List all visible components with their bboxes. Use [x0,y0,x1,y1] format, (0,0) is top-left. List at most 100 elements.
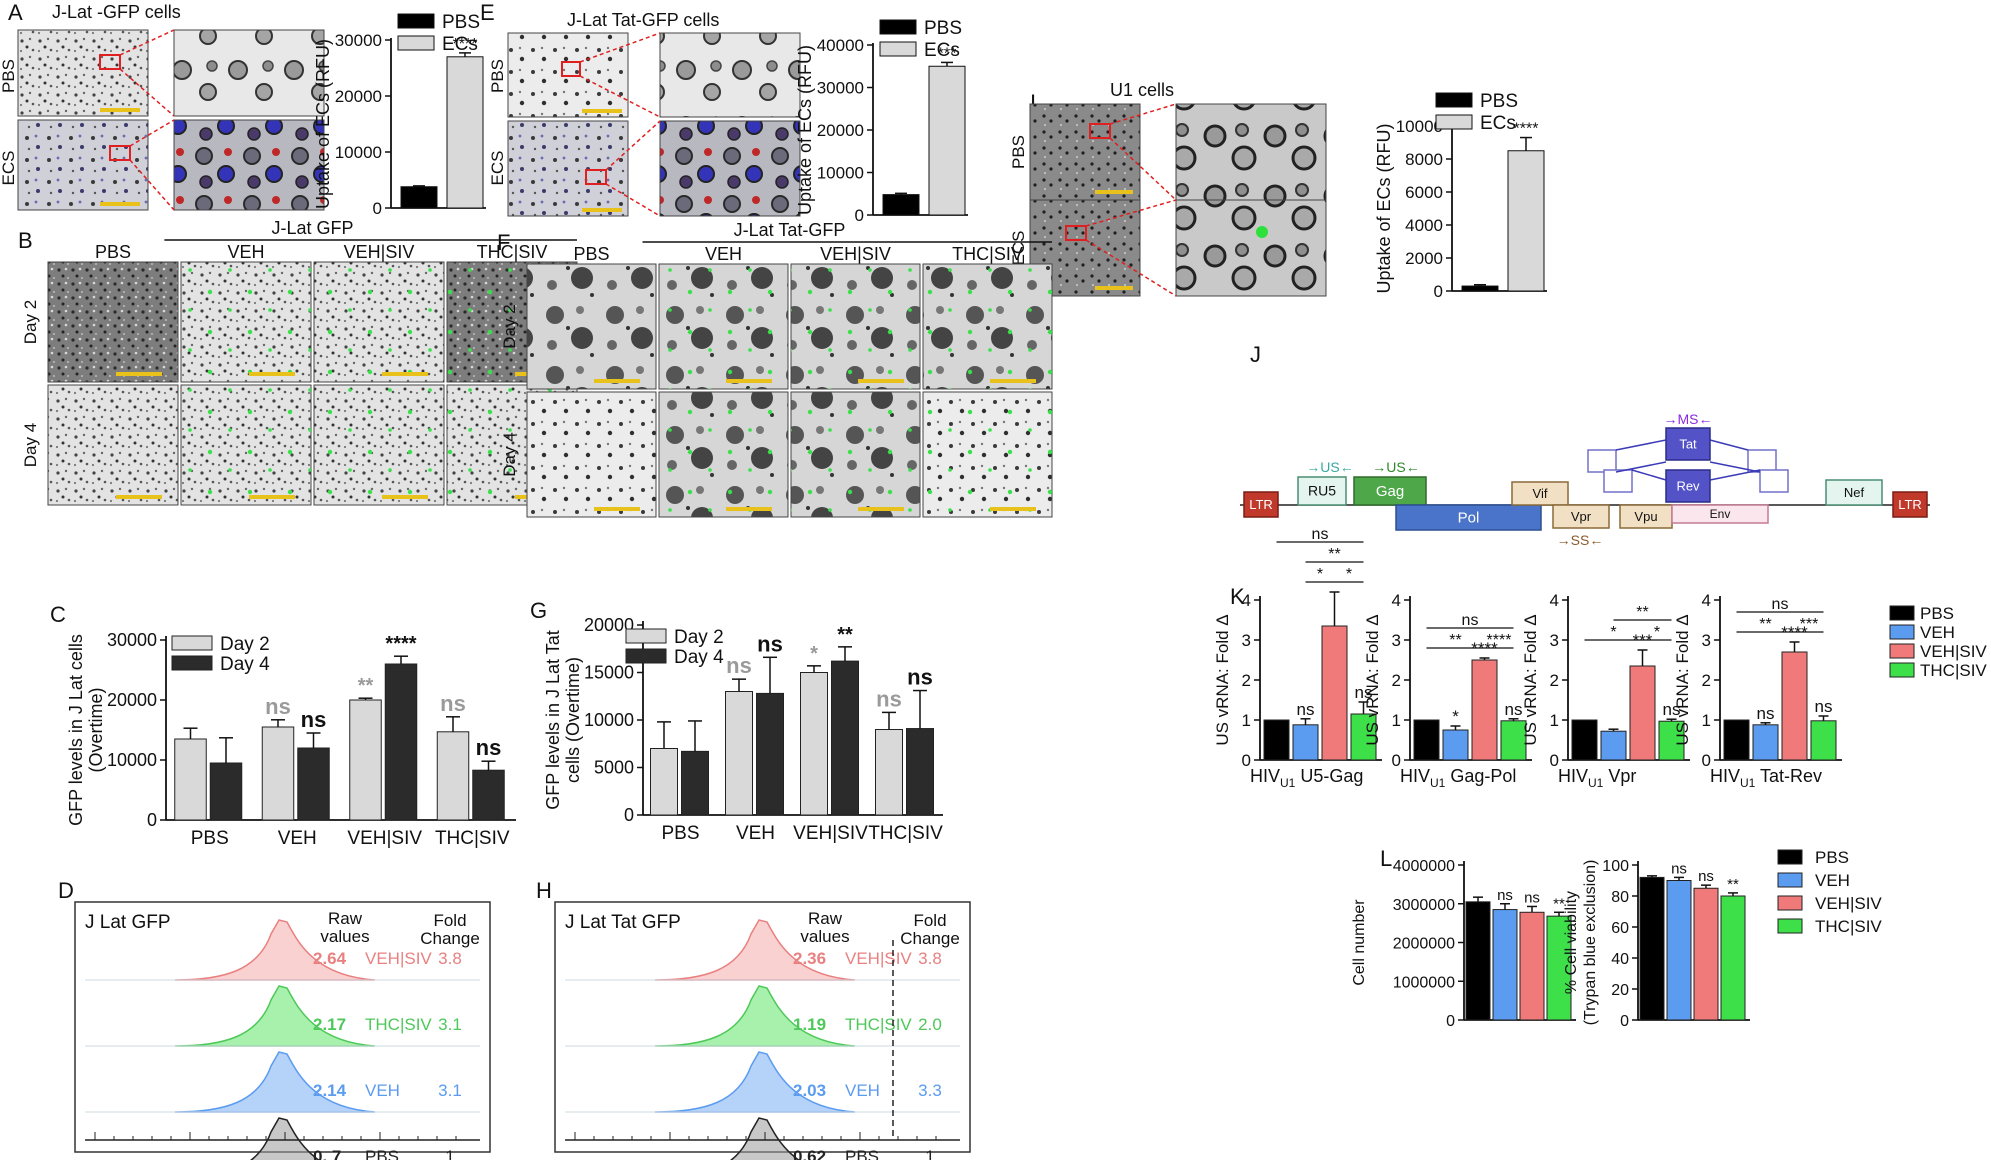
chartD-fold-value: 3.1 [438,1015,462,1034]
panelI-title: U1 cells [1110,80,1174,100]
chartK2-tick-label: 3 [1550,631,1559,650]
chartK2-bracket-label: * [1654,624,1660,641]
panelF-col-label: THC|SIV [952,244,1023,264]
panelK-legend-label: THC|SIV [1920,661,1987,680]
chartC-tick-label: 0 [147,810,157,830]
chartK3-bar [1723,719,1750,761]
panelE-roi-pbs [561,61,581,77]
chartG-legend-swatch [625,628,667,644]
us-primer-label-2: →US← [1372,459,1419,475]
chartE-bar [882,194,920,216]
vpu-box-label: Vpu [1634,509,1657,524]
chartE-legend-swatch [879,19,917,35]
chartK1-xlabel-tail: Gag-Pol [1445,766,1516,786]
tat-box-label: Tat [1679,436,1697,451]
chartA-sig: **** [453,36,478,53]
chartG-sig: ** [837,624,853,646]
chartE-tick-label: 20000 [817,121,864,140]
chartK0-bracket-label: ns [1312,526,1329,543]
chartG-ylabel: cells (Overtime) [563,657,583,783]
chartK2-xlabel-tail: Vpr [1603,766,1636,786]
panelK-legend-label: PBS [1920,604,1954,623]
chartD-sample-label: VEH|SIV [365,949,432,968]
chartC-legend-swatch [171,635,213,651]
chartC-category-label: VEH [278,828,317,849]
chartK3-xlabel-tail: Tat-Rev [1755,766,1822,786]
chartE-tick-label: 40000 [817,36,864,55]
chartK0-bar [1263,719,1290,761]
panelE-title: J-Lat Tat-GFP cells [567,10,719,30]
chartK3-xlabel-main: HIV [1710,766,1740,786]
chartG-sig: ns [876,686,902,711]
chartI-legend-label: ECs [1480,113,1516,134]
chartK1-sig: * [1452,707,1459,726]
panelL-legend-swatch [1777,918,1803,934]
panelK-legend-swatch [1889,643,1915,659]
chartI-tick-label: 8000 [1405,150,1443,169]
chartH-fold-value: 2.0 [918,1015,942,1034]
panelL-legend-swatch [1777,872,1803,888]
chartK0-sig: ns [1297,700,1315,719]
panelA-ecs-zoom [173,119,325,211]
panel-letter-J: J [1250,342,1261,367]
panelF-col-label: VEH|SIV [820,244,891,264]
splice-line [1615,439,1667,451]
chartK3-bracket-label: ns [1772,596,1789,613]
chartK2-tick-label: 4 [1550,591,1559,610]
chartK3-bar [1810,720,1837,761]
chartK0-bracket-label: * [1317,566,1323,583]
panelI-zoom-line [1109,137,1177,201]
panelI-zoom-line [1085,239,1177,297]
chartH-raw-value: 2.03 [793,1081,826,1100]
chartG-bar [875,729,903,816]
chartK3-ylabel: US vRNA: Fold Δ [1673,614,1692,745]
chartD-histogram-2 [174,1051,376,1113]
panelE-roi-ecs [585,169,607,185]
chartG-tick-label: 5000 [594,758,634,778]
chartI-sig: **** [1514,121,1539,138]
splice-line [1709,469,1761,481]
panelI-row-label: PBS [1009,135,1028,169]
chartG-category-label: PBS [661,823,699,844]
chartG-tick-label: 20000 [584,615,634,635]
splice-line [1709,461,1761,473]
splice-line [1709,439,1749,451]
splice-exon-box [1747,449,1777,473]
panelF-image-overlay [791,264,920,389]
chartH-raw-value: 1.19 [793,1015,826,1034]
chartG-bar [756,692,784,816]
panelI-roi-ecs [1065,225,1087,241]
chartC-bar [349,699,382,821]
panelA-ecs-image [17,119,149,211]
panelB-image-overlay [181,385,311,505]
chartC-legend-label: Day 2 [220,634,270,655]
chartG-sig: * [810,643,818,665]
panelK-legend-swatch [1889,605,1915,621]
chartI-ylabel: Uptake of ECs (RFU) [1374,123,1394,293]
chartC-legend-label: Day 4 [220,654,270,675]
chartK0-xlabel-sub: U1 [1280,776,1296,790]
chartL1-ylabel: % Cell viability [1563,891,1580,994]
panel-letter-B: B [18,228,33,253]
panelL-legend-label: VEH|SIV [1815,894,1882,913]
pol-box-label: Pol [1458,510,1480,527]
panel-letter-L: L [1380,846,1392,871]
ltr-left-box [1243,491,1279,518]
chartE-tick-label: 0 [855,206,864,225]
chartC-category-label: THC|SIV [435,828,510,849]
chartI-legend-swatch [1435,92,1473,108]
panel-letter-G: G [530,598,547,623]
panelI-row-label: ECS [1009,231,1028,266]
chartI-bar [1507,150,1545,292]
panelE-zoom-line [605,120,661,171]
chartK1-bar [1413,719,1440,761]
chartK0-tick-label: 1 [1242,711,1251,730]
chartK1-xlabel-main: HIV [1400,766,1430,786]
chartK1-xlabel: HIVU1 Gag-Pol [1400,766,1516,790]
splice-exon-box [1759,469,1789,493]
panelF-title: J-Lat Tat-GFP [734,220,846,240]
panelE-pbs-zoom [659,32,801,118]
chartE-tick-label: 10000 [817,164,864,183]
chartK1-sig: ns [1505,700,1523,719]
chartC-bar [436,731,470,821]
